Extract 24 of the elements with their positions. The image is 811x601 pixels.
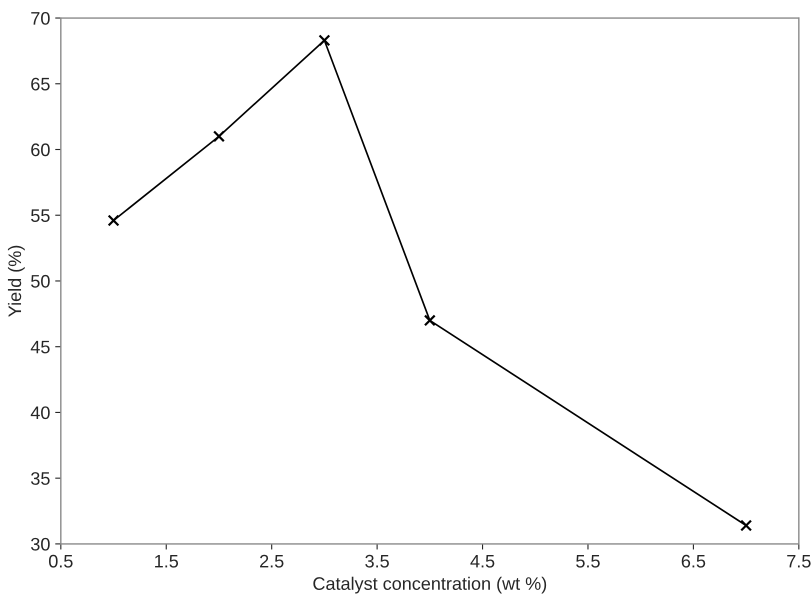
x-tick-label: 0.5 [48,554,73,568]
point [213,130,225,142]
x-tick-label: 3.5 [365,554,389,568]
y-tick-label: 60 [31,143,50,156]
x-tick-label: 2.5 [260,554,284,568]
y-tick-label: 45 [30,340,50,354]
y-tick-label: 40 [30,406,50,420]
x-tick-label: 4.5 [470,554,494,568]
x-tick-label: 1.5 [155,554,178,568]
x-axis-title: Catalyst concentration (wt %) [313,576,546,594]
point [318,34,330,46]
y-tick-label: 70 [31,12,50,25]
y-tick-label: 30 [31,538,50,551]
x-tick-label: 7.5 [787,554,811,568]
y-tick-label: 50 [31,274,50,288]
x-tick-label: 5.5 [576,554,600,568]
y-axis-title: Yield (%) [8,246,25,317]
y-tick-label: 35 [31,472,50,485]
point [740,520,752,532]
x-tick-label: 6.5 [682,554,706,568]
y-tick-label: 65 [31,78,50,90]
point [108,214,120,226]
point [424,314,436,326]
y-tick-label: 55 [31,209,50,222]
